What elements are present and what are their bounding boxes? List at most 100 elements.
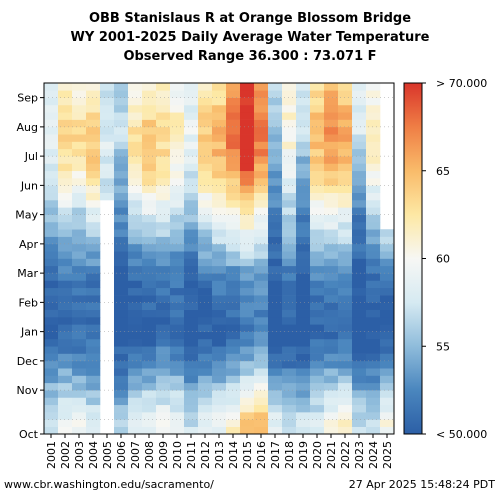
heatmap-cell (212, 185, 227, 193)
heatmap-cell (128, 141, 143, 150)
heatmap-cell (156, 236, 171, 245)
heatmap-cell (170, 163, 185, 172)
heatmap-cell (156, 251, 171, 259)
heatmap-cell (142, 214, 157, 223)
heatmap-cell (86, 112, 101, 120)
heatmap-cell (254, 382, 269, 391)
heatmap-cell (86, 229, 101, 237)
heatmap-cell (44, 397, 59, 406)
heatmap-cell (282, 178, 297, 186)
heatmap-cell (114, 346, 129, 354)
heatmap-cell (156, 258, 171, 267)
heatmap-cell (58, 119, 73, 128)
heatmap-cell (296, 397, 311, 406)
heatmap-cell (44, 119, 59, 128)
heatmap-cell (128, 317, 143, 325)
heatmap-cell (58, 404, 73, 413)
heatmap-cell (170, 90, 185, 98)
heatmap-cell (254, 156, 269, 164)
heatmap-cell (86, 170, 101, 179)
heatmap-cell (44, 390, 59, 398)
heatmap-cell (212, 148, 227, 157)
heatmap-cell (198, 390, 213, 398)
heatmap-cell (212, 243, 227, 252)
heatmap-cell (352, 97, 367, 106)
x-tick-label: 2022 (339, 441, 352, 469)
heatmap-cell (296, 119, 311, 128)
heatmap-cell (240, 90, 255, 98)
heatmap-cell (352, 170, 367, 179)
heatmap-cell (380, 302, 395, 310)
heatmap-cell (212, 338, 227, 347)
heatmap-cell (156, 141, 171, 150)
heatmap-cell (44, 192, 59, 201)
heatmap-cell (170, 309, 185, 318)
heatmap-cell (184, 404, 199, 413)
colorbar (403, 82, 423, 435)
heatmap-cell (184, 104, 199, 113)
heatmap-cell (156, 360, 171, 369)
heatmap-cell (142, 426, 157, 435)
heatmap-cell (324, 163, 339, 172)
heatmap-cell (268, 382, 283, 391)
colorbar-tick-label: < 50.000 (436, 428, 487, 441)
heatmap-cell (268, 295, 283, 303)
heatmap-cell (198, 317, 213, 325)
heatmap-cell (282, 163, 297, 172)
heatmap-cell (338, 243, 353, 252)
heatmap-cell (114, 126, 129, 135)
heatmap-cell (268, 309, 283, 318)
heatmap-cell (310, 295, 325, 303)
heatmap-cell (72, 397, 87, 406)
heatmap-cell (296, 338, 311, 347)
heatmap-cell (142, 338, 157, 347)
heatmap-cell (310, 221, 325, 230)
heatmap-cell (184, 368, 199, 376)
heatmap-cell (338, 287, 353, 296)
heatmap-cell (366, 346, 381, 354)
heatmap-cell (142, 397, 157, 406)
heatmap-cell (226, 148, 241, 157)
heatmap-cell (156, 324, 171, 332)
heatmap-cell (282, 353, 297, 362)
heatmap-cell (72, 192, 87, 201)
heatmap-cell (240, 163, 255, 172)
heatmap-cell (226, 185, 241, 193)
heatmap-cell (212, 273, 227, 281)
heatmap-cell (156, 317, 171, 325)
heatmap-cell (156, 185, 171, 193)
y-tick-label: Sep (17, 92, 38, 105)
heatmap-cell (310, 280, 325, 289)
heatmap-cell (366, 309, 381, 318)
heatmap-cell (114, 309, 129, 318)
heatmap-cell (184, 397, 199, 406)
heatmap-cell (58, 112, 73, 120)
heatmap-cell (268, 331, 283, 340)
heatmap-cell (352, 119, 367, 128)
heatmap-cell (198, 251, 213, 259)
heatmap-cell (310, 119, 325, 128)
heatmap-cell (212, 317, 227, 325)
heatmap-cell (170, 317, 185, 325)
heatmap-cell (170, 83, 185, 91)
heatmap-cell (338, 258, 353, 267)
heatmap-cell (338, 104, 353, 113)
heatmap-cell (198, 170, 213, 179)
heatmap-cell (212, 97, 227, 106)
heatmap-cell (184, 309, 199, 318)
heatmap-cell (114, 97, 129, 106)
heatmap-cell (324, 104, 339, 113)
heatmap-cell (170, 148, 185, 157)
heatmap-cell (184, 353, 199, 362)
heatmap-cell (128, 97, 143, 106)
heatmap-cell (44, 265, 59, 274)
heatmap-cell (198, 273, 213, 281)
heatmap-cell (324, 412, 339, 420)
heatmap-cell (296, 90, 311, 98)
heatmap-cell (86, 353, 101, 362)
heatmap-cell (338, 375, 353, 384)
heatmap-cell (310, 236, 325, 245)
heatmap-cell (184, 83, 199, 91)
heatmap-cell (352, 141, 367, 150)
heatmap-cell (156, 419, 171, 427)
